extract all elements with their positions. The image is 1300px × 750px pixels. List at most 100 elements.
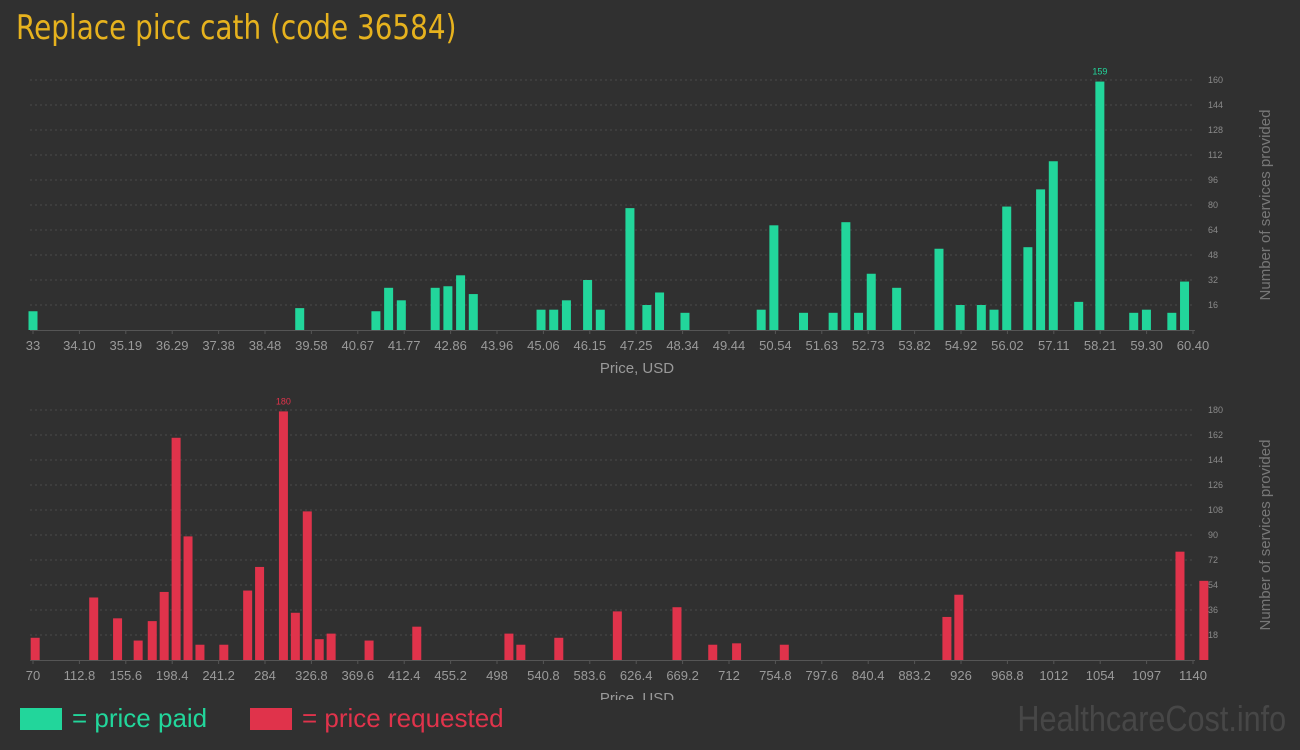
x-tick-label: 38.48	[249, 338, 282, 353]
bar	[536, 309, 546, 330]
bar	[1180, 281, 1190, 330]
x-tick-label: 326.8	[295, 668, 328, 683]
bar	[595, 309, 605, 330]
x-tick-label: 669.2	[666, 668, 699, 683]
bar	[828, 312, 838, 330]
bar	[955, 305, 965, 330]
bar	[976, 305, 986, 330]
bar	[1048, 161, 1058, 330]
bar	[672, 607, 682, 660]
x-tick-label: 712	[718, 668, 740, 683]
x-tick-label: 369.6	[342, 668, 375, 683]
bar	[655, 292, 665, 330]
x-tick-label: 926	[950, 668, 972, 683]
y-tick-label: 162	[1208, 430, 1223, 440]
y-tick-label: 48	[1208, 250, 1218, 260]
x-tick-label: 34.10	[63, 338, 96, 353]
bar	[430, 287, 440, 330]
x-tick-label: 883.2	[898, 668, 931, 683]
bar	[989, 309, 999, 330]
x-tick-label: 1097	[1132, 668, 1161, 683]
bar	[219, 644, 229, 660]
bar	[468, 294, 478, 330]
bar	[364, 640, 374, 660]
bar	[1199, 580, 1209, 660]
legend-price-paid: = price paid	[20, 703, 207, 734]
bar	[708, 644, 718, 660]
x-tick-label: 48.34	[666, 338, 699, 353]
y-tick-label: 64	[1208, 225, 1218, 235]
bar	[934, 248, 944, 330]
bar	[1167, 312, 1177, 330]
y-tick-label: 54	[1208, 580, 1218, 590]
x-tick-label: 455.2	[434, 668, 467, 683]
bar	[866, 273, 876, 330]
peak-value-label: 180	[276, 396, 291, 406]
y-tick-label: 108	[1208, 505, 1223, 515]
y-axis-title: Number of services provided	[1257, 110, 1274, 301]
bar	[516, 644, 526, 660]
bar	[1002, 206, 1012, 330]
x-tick-label: 1140	[1179, 668, 1207, 683]
bar	[28, 311, 38, 330]
bar	[583, 280, 593, 330]
bar	[680, 312, 690, 330]
y-tick-label: 144	[1208, 100, 1223, 110]
bar	[549, 309, 559, 330]
bar	[554, 637, 564, 660]
x-tick-label: 1012	[1039, 668, 1068, 683]
x-tick-label: 54.92	[945, 338, 978, 353]
x-tick-label: 37.38	[202, 338, 235, 353]
x-axis-title: Price, USD	[600, 690, 674, 700]
bar	[1074, 301, 1084, 330]
x-tick-label: 754.8	[759, 668, 792, 683]
x-tick-label: 155.6	[110, 668, 143, 683]
y-tick-label: 96	[1208, 175, 1218, 185]
bar	[30, 637, 40, 660]
x-tick-label: 39.58	[295, 338, 328, 353]
x-tick-label: 47.25	[620, 338, 653, 353]
legend-swatch-paid	[20, 707, 62, 730]
bar	[147, 621, 157, 660]
bar	[954, 594, 964, 660]
x-tick-label: 1054	[1086, 668, 1115, 683]
legend-label-paid: = price paid	[72, 703, 208, 733]
y-tick-label: 80	[1208, 200, 1218, 210]
x-tick-label: 626.4	[620, 668, 653, 683]
bar	[841, 222, 851, 330]
bar	[412, 626, 422, 660]
bar	[612, 611, 622, 660]
bar	[625, 208, 635, 330]
bar	[732, 643, 742, 660]
chart-price-requested: 18 36 54 72 90 108 126 144 162 180 180 70 112.8 155.6…	[26, 396, 1274, 700]
y-tick-label: 160	[1208, 75, 1223, 85]
bar	[1036, 189, 1046, 330]
y-tick-label: 72	[1208, 555, 1218, 565]
x-tick-label: 840.4	[852, 668, 885, 683]
y-tick-label: 90	[1208, 530, 1218, 540]
x-tick-label: 57.11	[1038, 338, 1070, 353]
bar	[171, 437, 181, 660]
bar	[326, 633, 336, 660]
bar	[561, 300, 571, 330]
legend-price-requested: = price requested	[250, 703, 504, 734]
watermark-logo: HealthcareCost.info	[1017, 698, 1286, 739]
y-tick-label: 144	[1208, 455, 1223, 465]
x-tick-label: 52.73	[852, 338, 885, 353]
bar	[642, 305, 652, 330]
bar	[1023, 247, 1033, 330]
x-tick-label: 284	[254, 668, 276, 683]
bar	[756, 309, 766, 330]
x-tick-label: 46.15	[574, 338, 607, 353]
bar	[1141, 309, 1151, 330]
y-tick-label: 128	[1208, 125, 1223, 135]
bar	[278, 411, 288, 660]
y-tick-label: 18	[1208, 630, 1218, 640]
bar	[1095, 81, 1105, 330]
bar	[243, 590, 253, 660]
bar	[183, 536, 193, 660]
x-tick-label: 45.06	[527, 338, 560, 353]
bar	[769, 225, 779, 330]
bar	[443, 286, 453, 330]
peak-value-label: 159	[1092, 67, 1107, 77]
